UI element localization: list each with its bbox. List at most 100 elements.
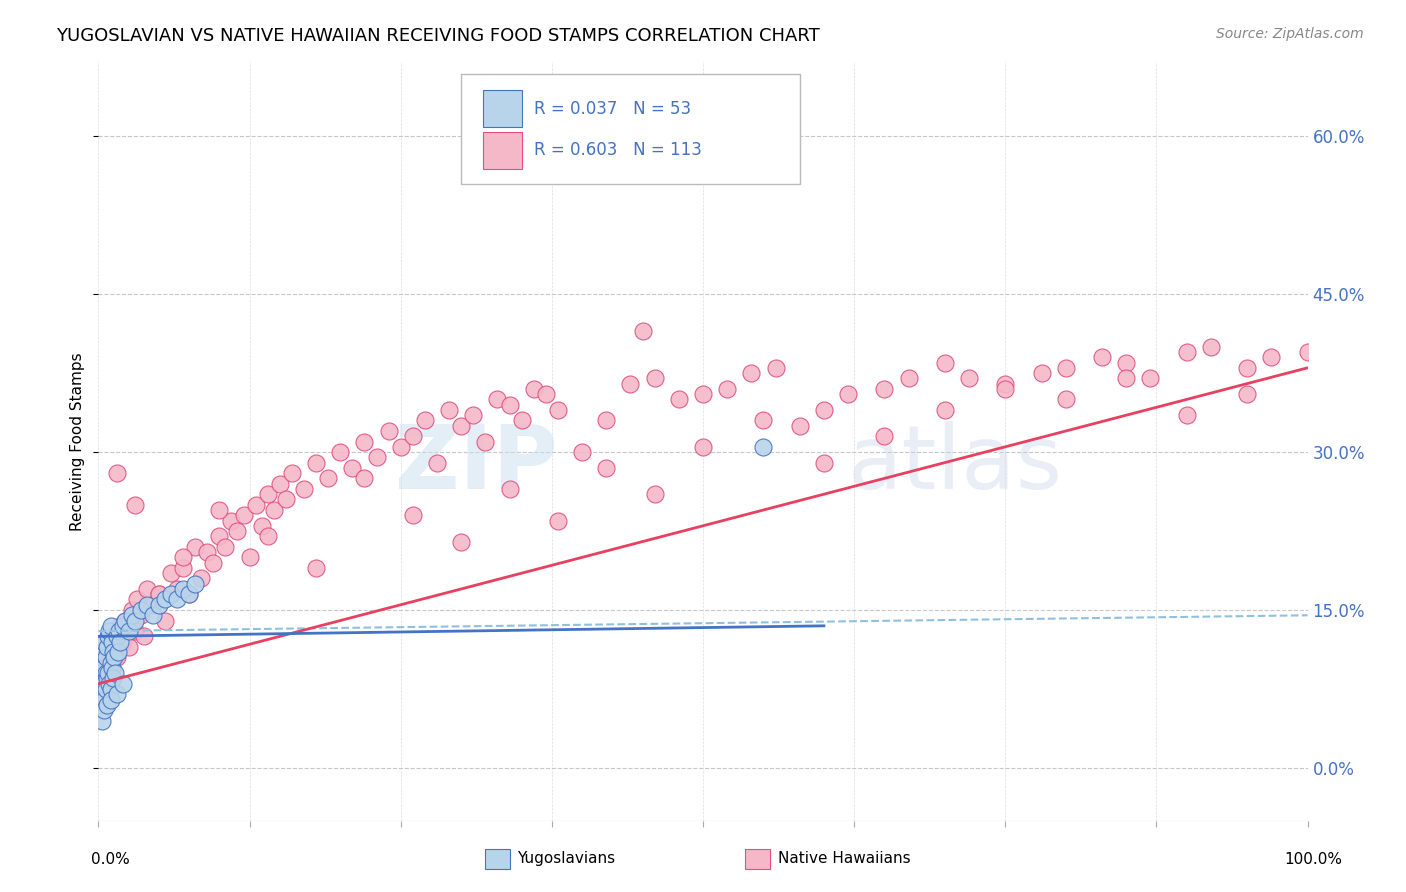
Point <box>208 503 231 517</box>
Point <box>101 672 124 686</box>
Point <box>166 592 188 607</box>
Point <box>413 413 436 427</box>
Point <box>153 614 176 628</box>
Point <box>91 672 114 686</box>
Point <box>765 360 787 375</box>
Point <box>994 382 1017 396</box>
FancyBboxPatch shape <box>461 74 800 184</box>
Point <box>129 603 152 617</box>
Point <box>114 614 136 628</box>
Point <box>111 677 134 691</box>
Point <box>100 681 122 696</box>
Point <box>1115 371 1137 385</box>
Point <box>105 466 128 480</box>
Point <box>104 666 127 681</box>
Bar <box>482 90 522 127</box>
Point <box>486 392 509 407</box>
Point <box>148 587 170 601</box>
Point <box>1139 371 1161 385</box>
Text: YUGOSLAVIAN VS NATIVE HAWAIIAN RECEIVING FOOD STAMPS CORRELATION CHART: YUGOSLAVIAN VS NATIVE HAWAIIAN RECEIVING… <box>56 27 820 45</box>
Point <box>292 482 315 496</box>
Point <box>498 482 520 496</box>
Point <box>934 403 956 417</box>
Point <box>263 503 285 517</box>
Point <box>97 645 120 659</box>
Text: 100.0%: 100.0% <box>1285 852 1343 867</box>
Point <box>232 508 254 523</box>
Point <box>1091 351 1114 365</box>
Point <box>426 456 449 470</box>
Point <box>595 461 617 475</box>
Point <box>93 634 115 648</box>
Point <box>108 619 131 633</box>
Point <box>450 534 472 549</box>
Point <box>1054 392 1077 407</box>
Point <box>124 498 146 512</box>
Point <box>105 629 128 643</box>
Point <box>148 587 170 601</box>
Text: R = 0.037   N = 53: R = 0.037 N = 53 <box>534 100 690 118</box>
Point <box>101 645 124 659</box>
Point <box>190 571 212 585</box>
Point <box>90 666 112 681</box>
Point <box>97 666 120 681</box>
Point <box>1175 408 1198 422</box>
Point <box>105 687 128 701</box>
Point <box>142 598 165 612</box>
Point <box>631 324 654 338</box>
Point <box>93 703 115 717</box>
Point <box>160 566 183 581</box>
Point <box>172 582 194 596</box>
Point <box>160 587 183 601</box>
Point <box>934 355 956 369</box>
Point <box>547 514 569 528</box>
Point <box>114 614 136 628</box>
Point <box>93 661 115 675</box>
Point <box>135 582 157 596</box>
Text: Yugoslavians: Yugoslavians <box>517 852 616 866</box>
Text: Native Hawaiians: Native Hawaiians <box>778 852 910 866</box>
Point <box>1175 345 1198 359</box>
Point <box>957 371 980 385</box>
Point <box>752 440 775 454</box>
Point <box>571 445 593 459</box>
Point <box>402 508 425 523</box>
Point <box>510 413 533 427</box>
Point <box>837 387 859 401</box>
Point <box>195 545 218 559</box>
Point <box>329 445 352 459</box>
Point <box>740 366 762 380</box>
Point <box>166 582 188 596</box>
Point <box>124 614 146 628</box>
Point <box>111 634 134 648</box>
Point <box>100 692 122 706</box>
Point <box>353 434 375 449</box>
Point <box>897 371 920 385</box>
Point <box>523 382 546 396</box>
Point <box>179 587 201 601</box>
Text: ZIP: ZIP <box>395 421 558 508</box>
Point <box>98 677 121 691</box>
Point <box>96 640 118 654</box>
Point <box>256 529 278 543</box>
Point <box>202 556 225 570</box>
Point <box>184 540 207 554</box>
Point <box>245 498 267 512</box>
Point <box>148 598 170 612</box>
Point <box>107 645 129 659</box>
Point <box>118 624 141 639</box>
Point <box>692 387 714 401</box>
Point <box>269 476 291 491</box>
Point <box>100 656 122 670</box>
Point <box>256 487 278 501</box>
Point <box>121 608 143 623</box>
Point <box>100 661 122 675</box>
Point <box>450 418 472 433</box>
Text: 0.0%: 0.0% <box>91 852 131 867</box>
Point <box>93 677 115 691</box>
Bar <box>485 849 510 869</box>
Point <box>498 398 520 412</box>
Point <box>1260 351 1282 365</box>
Point <box>547 403 569 417</box>
Point <box>813 403 835 417</box>
